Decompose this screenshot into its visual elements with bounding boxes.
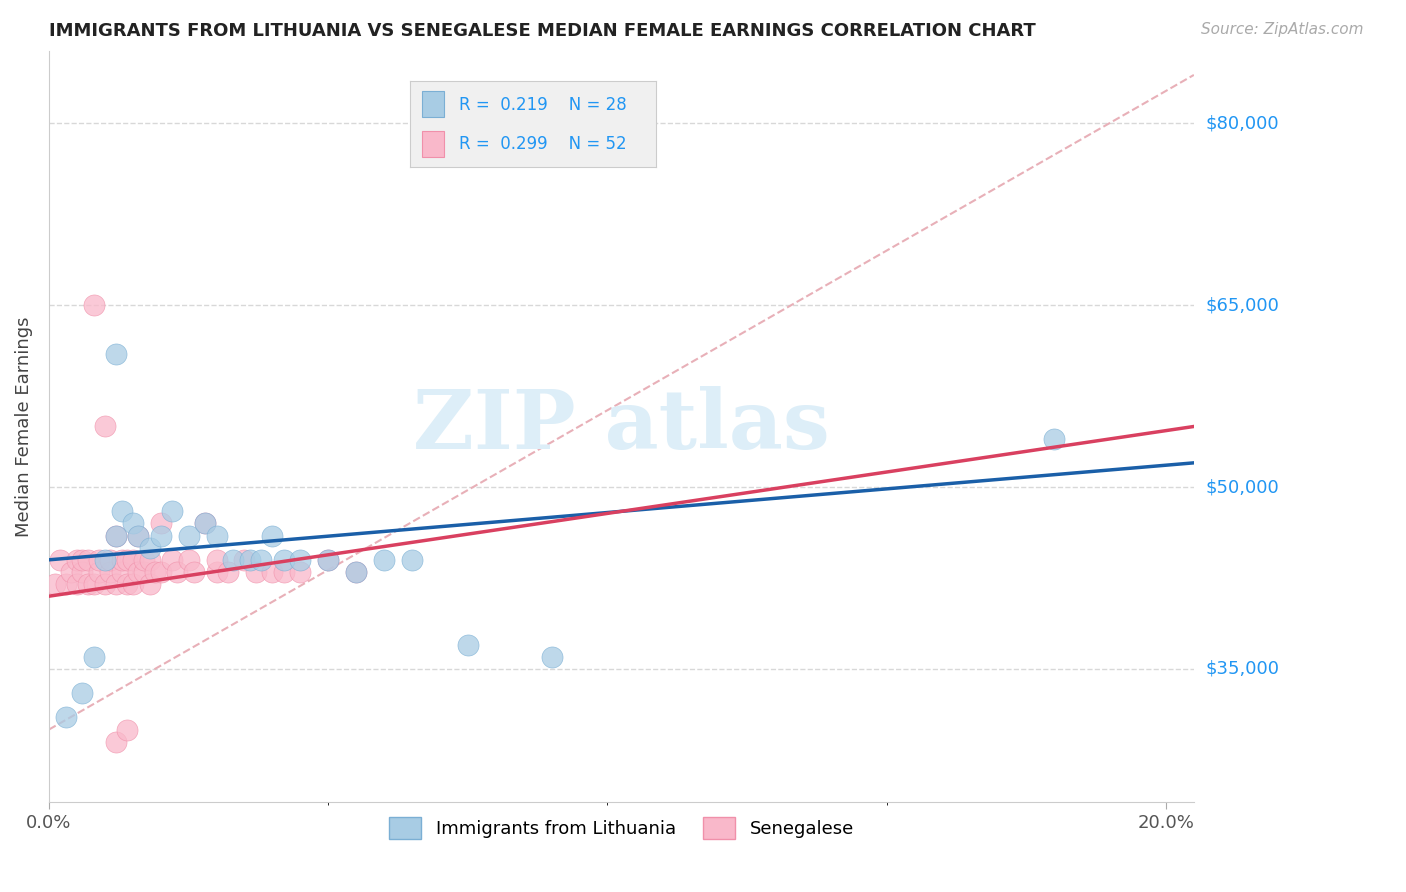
Point	[166, 565, 188, 579]
Point	[89, 565, 111, 579]
Point	[72, 686, 94, 700]
Point	[72, 565, 94, 579]
Point	[222, 553, 245, 567]
Point	[77, 577, 100, 591]
Point	[177, 553, 200, 567]
Text: Source: ZipAtlas.com: Source: ZipAtlas.com	[1201, 22, 1364, 37]
Point	[49, 553, 72, 567]
Point	[83, 298, 105, 312]
Point	[183, 565, 205, 579]
Point	[83, 577, 105, 591]
Point	[138, 577, 160, 591]
Point	[262, 565, 284, 579]
Point	[110, 553, 132, 567]
Point	[149, 565, 172, 579]
Point	[66, 553, 89, 567]
Point	[290, 565, 312, 579]
Point	[127, 528, 149, 542]
Point	[127, 528, 149, 542]
Point	[72, 553, 94, 567]
Point	[217, 565, 239, 579]
Y-axis label: Median Female Earnings: Median Female Earnings	[15, 317, 32, 537]
Point	[110, 565, 132, 579]
Point	[316, 553, 339, 567]
Point	[121, 553, 143, 567]
Text: $65,000: $65,000	[1205, 296, 1279, 314]
Point	[177, 528, 200, 542]
Point	[273, 553, 295, 567]
Point	[110, 504, 132, 518]
Text: IMMIGRANTS FROM LITHUANIA VS SENEGALESE MEDIAN FEMALE EARNINGS CORRELATION CHART: IMMIGRANTS FROM LITHUANIA VS SENEGALESE …	[49, 22, 1036, 40]
Point	[149, 516, 172, 531]
Point	[94, 577, 117, 591]
Text: $50,000: $50,000	[1205, 478, 1279, 496]
Point	[83, 649, 105, 664]
Point	[44, 577, 66, 591]
Point	[316, 553, 339, 567]
Point	[143, 565, 166, 579]
Legend: Immigrants from Lithuania, Senegalese: Immigrants from Lithuania, Senegalese	[381, 809, 862, 846]
Point	[132, 553, 155, 567]
Point	[100, 553, 122, 567]
Point	[262, 528, 284, 542]
Point	[160, 553, 183, 567]
Point	[100, 565, 122, 579]
Point	[401, 553, 423, 567]
Point	[94, 419, 117, 434]
Point	[55, 710, 77, 724]
Point	[60, 565, 83, 579]
Point	[373, 553, 395, 567]
Point	[205, 528, 228, 542]
Point	[115, 577, 138, 591]
Point	[205, 565, 228, 579]
Point	[104, 528, 127, 542]
Point	[233, 553, 256, 567]
Point	[250, 553, 273, 567]
Point	[127, 565, 149, 579]
Point	[194, 516, 217, 531]
Text: ZIP atlas: ZIP atlas	[413, 386, 830, 467]
Text: $35,000: $35,000	[1205, 660, 1279, 678]
Point	[1043, 432, 1066, 446]
Point	[245, 565, 267, 579]
Point	[77, 553, 100, 567]
Point	[121, 516, 143, 531]
Point	[104, 347, 127, 361]
Point	[138, 541, 160, 555]
Point	[89, 553, 111, 567]
Point	[138, 553, 160, 567]
Point	[66, 577, 89, 591]
Point	[121, 577, 143, 591]
Point	[273, 565, 295, 579]
Point	[94, 553, 117, 567]
Point	[104, 577, 127, 591]
Point	[104, 734, 127, 748]
Point	[344, 565, 367, 579]
Point	[457, 638, 479, 652]
Point	[55, 577, 77, 591]
Point	[540, 649, 562, 664]
Point	[205, 553, 228, 567]
Point	[290, 553, 312, 567]
Point	[104, 528, 127, 542]
Text: $80,000: $80,000	[1205, 114, 1278, 132]
Point	[115, 553, 138, 567]
Point	[160, 504, 183, 518]
Point	[149, 528, 172, 542]
Point	[239, 553, 262, 567]
Point	[132, 565, 155, 579]
Point	[344, 565, 367, 579]
Point	[194, 516, 217, 531]
Point	[115, 723, 138, 737]
